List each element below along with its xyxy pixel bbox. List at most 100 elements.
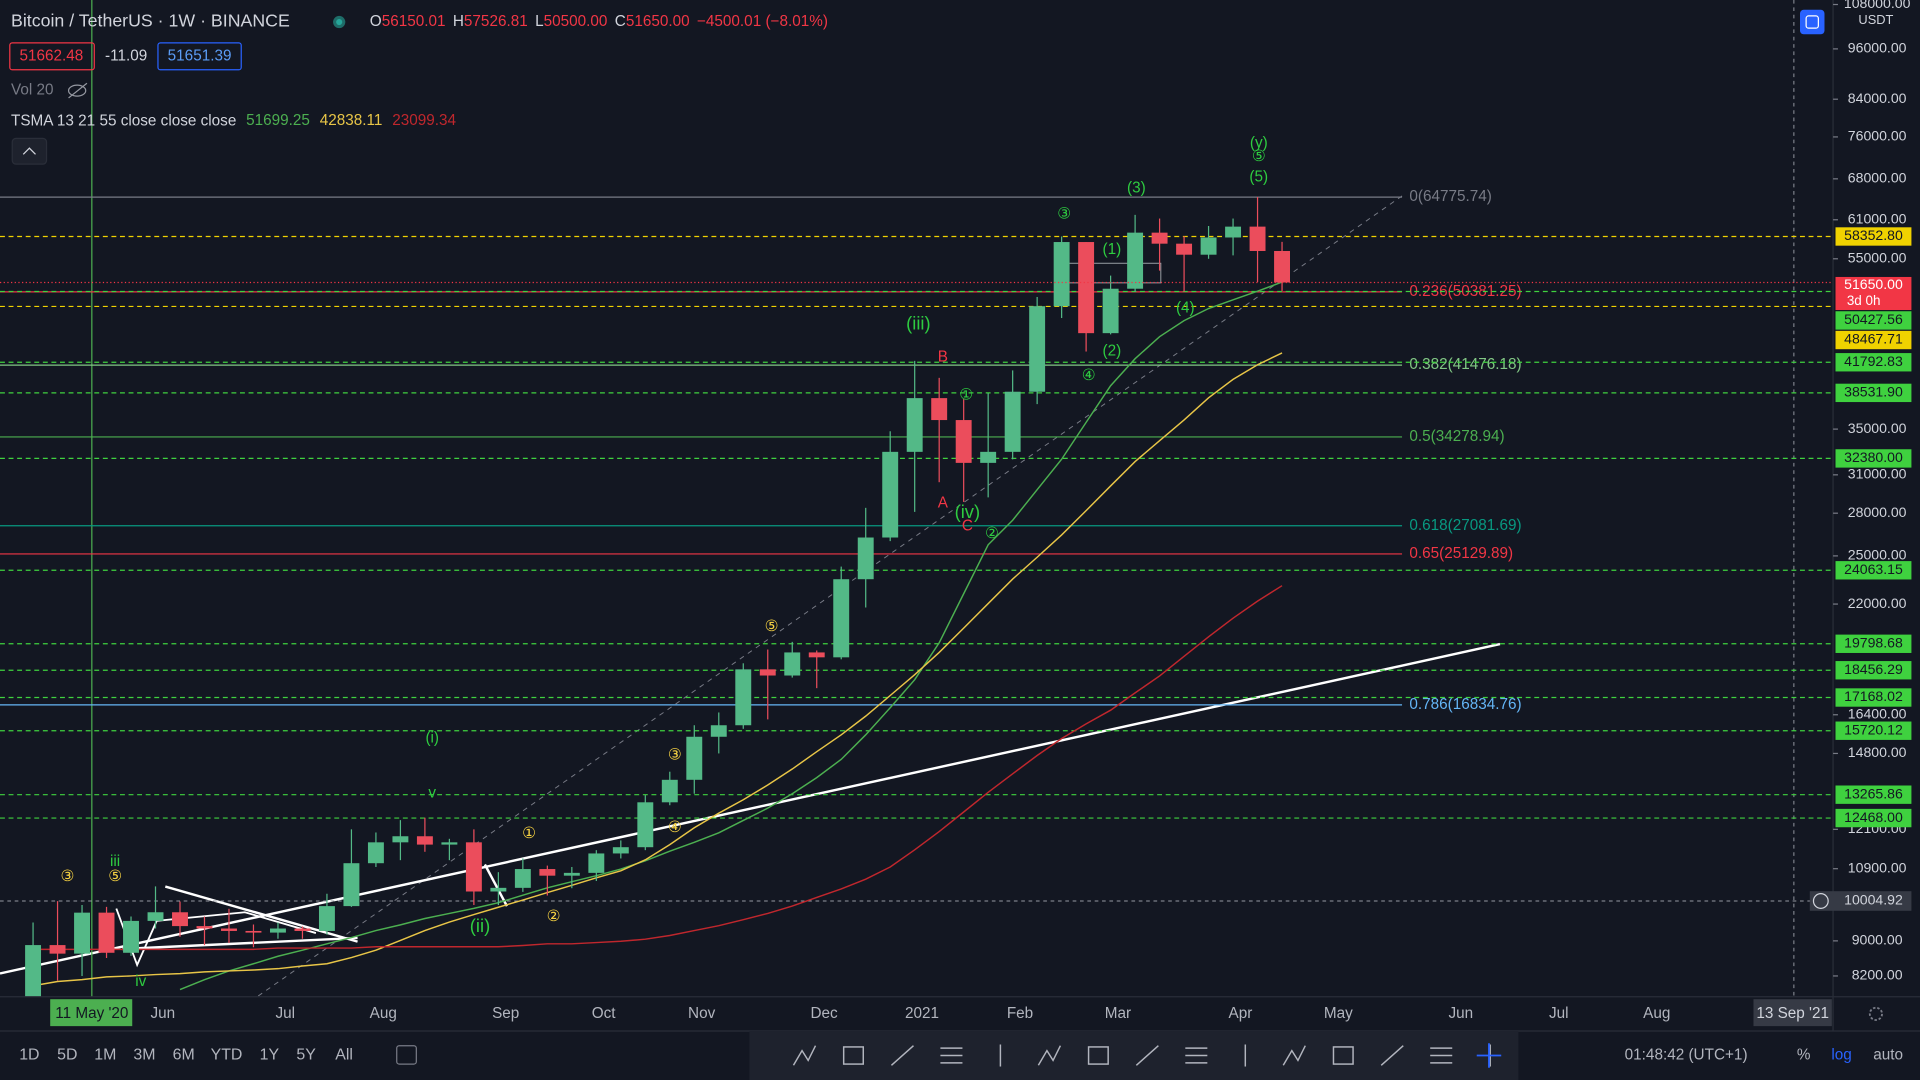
spread: -11.09 xyxy=(105,47,147,64)
drawing-tool[interactable] xyxy=(934,1038,968,1072)
level-label: 41792.83 xyxy=(1844,353,1903,369)
settings-button[interactable] xyxy=(1868,1006,1883,1021)
wave-label: (ii) xyxy=(470,915,490,936)
candle-body xyxy=(1078,242,1095,334)
drawing-tool[interactable] xyxy=(787,1038,821,1072)
drawing-tool[interactable] xyxy=(1375,1038,1409,1072)
y-tick-label: 84000.00 xyxy=(1848,90,1907,106)
candle-body xyxy=(686,736,703,780)
moving-average xyxy=(33,585,1283,951)
tool-icon xyxy=(890,1045,914,1066)
tool-icon xyxy=(1380,1045,1404,1066)
currency: USDT xyxy=(1858,12,1893,27)
crosshair-tool[interactable] xyxy=(1476,1043,1502,1068)
drawing-tool[interactable] xyxy=(1081,1038,1115,1072)
percent-toggle[interactable]: % xyxy=(1797,1047,1811,1064)
y-tick-label: 14800.00 xyxy=(1848,744,1907,760)
drawing-tool[interactable] xyxy=(885,1038,919,1072)
hide-icon[interactable] xyxy=(67,82,88,99)
sync-button[interactable] xyxy=(1800,9,1825,35)
range-button[interactable]: 5D xyxy=(57,1047,77,1064)
bid-box[interactable] xyxy=(9,42,95,71)
wave-label: ③ xyxy=(1057,205,1071,222)
drawing-tool[interactable] xyxy=(1179,1038,1213,1072)
level-box xyxy=(1835,227,1912,246)
wave-label: (1) xyxy=(1102,241,1121,258)
candle-body xyxy=(637,802,654,848)
drawing-tool[interactable] xyxy=(1228,1038,1262,1072)
x-tick-label: Aug xyxy=(370,1005,397,1022)
wave-label: ⑤ xyxy=(765,618,779,635)
candle-body xyxy=(49,945,66,954)
candle-body xyxy=(808,652,825,658)
add-alert[interactable] xyxy=(1812,893,1829,909)
range-button[interactable]: 6M xyxy=(173,1047,195,1064)
tool-icon xyxy=(1282,1045,1306,1066)
ohlc-value: 50500.00 xyxy=(544,13,608,30)
tool-hitbox xyxy=(1326,1038,1360,1072)
wave-label: (4) xyxy=(1176,300,1195,317)
range-button[interactable]: YTD xyxy=(211,1047,243,1064)
ask-box[interactable] xyxy=(157,42,242,71)
auto-toggle[interactable]: auto xyxy=(1873,1047,1903,1064)
drawing-tool[interactable] xyxy=(1130,1038,1164,1072)
drawing-tool[interactable] xyxy=(1277,1038,1311,1072)
candle-body xyxy=(612,847,629,854)
wave-label: ③ xyxy=(668,747,682,764)
range-button[interactable]: 1M xyxy=(94,1047,116,1064)
x-tick-label: Jun xyxy=(151,1005,176,1022)
tool-icon xyxy=(1087,1046,1109,1065)
level-box xyxy=(1835,808,1912,828)
y-tick-label: 31000.00 xyxy=(1848,466,1907,482)
level-label: 24063.15 xyxy=(1844,561,1903,577)
crosshair-time-box xyxy=(50,999,133,1027)
candle-body xyxy=(318,906,335,931)
range-button[interactable]: 5Y xyxy=(296,1047,316,1064)
log-toggle[interactable]: log xyxy=(1831,1047,1851,1064)
collapse-button[interactable] xyxy=(11,137,48,165)
tool-hitbox xyxy=(1081,1038,1115,1072)
range-button[interactable]: 1Y xyxy=(260,1047,280,1064)
level-box xyxy=(1835,330,1912,350)
wave-label: iv xyxy=(135,973,146,990)
trend-channel xyxy=(256,195,1403,997)
range-button[interactable]: 1D xyxy=(19,1047,39,1064)
range-button[interactable]: 3M xyxy=(133,1047,155,1064)
drawing-tool[interactable] xyxy=(1424,1038,1458,1072)
volume-label: Vol 20 xyxy=(11,82,54,99)
collapse-arrow xyxy=(22,147,36,155)
price-label: 51650.00 xyxy=(1844,276,1903,292)
drawing-tool[interactable] xyxy=(836,1038,870,1072)
wave-label: ③ xyxy=(60,868,74,885)
fib-label: 0.786(16834.76) xyxy=(1409,696,1521,713)
level-label: 58352.80 xyxy=(1844,227,1903,243)
x-tick-label: Aug xyxy=(1643,1005,1670,1022)
ohlc-change: −4500.01 (−8.01%) xyxy=(697,13,828,30)
y-tick-label: 35000.00 xyxy=(1848,420,1907,436)
moving-average xyxy=(179,281,1283,991)
x-tick-label: Jul xyxy=(276,1005,296,1022)
candle-body xyxy=(441,842,458,845)
wave-label: (y) xyxy=(1250,134,1268,151)
drawing-tool[interactable] xyxy=(1032,1038,1066,1072)
candle-body xyxy=(1102,288,1119,334)
drawing-tool[interactable] xyxy=(1326,1038,1360,1072)
candle-body xyxy=(147,912,164,921)
level-box xyxy=(1835,688,1912,707)
y-tick-label: 22000.00 xyxy=(1848,595,1907,611)
level-label: 17168.02 xyxy=(1844,688,1903,704)
goto-date-button[interactable] xyxy=(396,1045,417,1065)
y-tick-label: 96000.00 xyxy=(1848,40,1907,56)
range-button[interactable]: All xyxy=(335,1047,353,1064)
drawing-tool[interactable] xyxy=(983,1038,1017,1072)
fib-label: 0.382(41476.18) xyxy=(1409,356,1521,373)
fib-label: 0.65(25129.89) xyxy=(1409,545,1513,562)
date-marker-label: 13 Sep '21 xyxy=(1756,1005,1829,1022)
wave-label: C xyxy=(962,518,973,535)
y-tick-label: 10900.00 xyxy=(1848,859,1907,875)
level-box xyxy=(1835,449,1912,468)
y-tick-label: 8200.00 xyxy=(1852,967,1903,983)
y-tick-label: 28000.00 xyxy=(1848,504,1907,520)
y-tick-label: 16400.00 xyxy=(1848,705,1907,721)
